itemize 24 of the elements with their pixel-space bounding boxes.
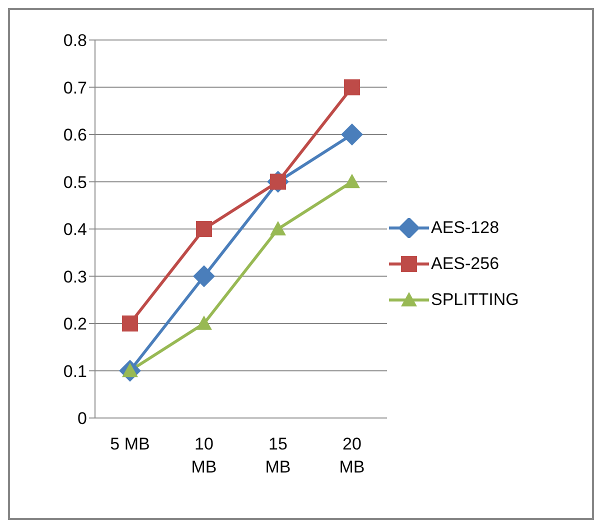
x-tick-label: 20 MB: [339, 434, 365, 476]
point: [341, 124, 363, 146]
y-tick-label: 0.8: [63, 31, 87, 50]
y-tick-label: 0.1: [63, 362, 87, 381]
legend-label: SPLITTING: [431, 290, 519, 310]
point: [344, 174, 360, 188]
point: [344, 79, 360, 96]
y-tick-label: 0.5: [63, 172, 87, 192]
y-tick-label: 0.4: [63, 220, 87, 240]
y-tick-label: 0.7: [63, 78, 87, 98]
legend-label: AES-256: [431, 254, 500, 274]
point: [196, 221, 212, 237]
y-tick-label: 0.3: [63, 267, 87, 286]
point: [193, 265, 215, 288]
y-tick-label: 0.2: [63, 314, 87, 334]
x-tick-label: 10 MB: [191, 434, 217, 476]
x-tick-label: 5 MB: [110, 434, 150, 454]
y-tick-label: 0.6: [63, 126, 87, 145]
point: [196, 316, 212, 330]
x-tick-label: 15 MB: [265, 434, 291, 476]
legend-label: AES-128: [431, 218, 500, 238]
point: [270, 221, 286, 236]
point: [122, 316, 138, 332]
y-tick-label: 0: [78, 409, 87, 428]
